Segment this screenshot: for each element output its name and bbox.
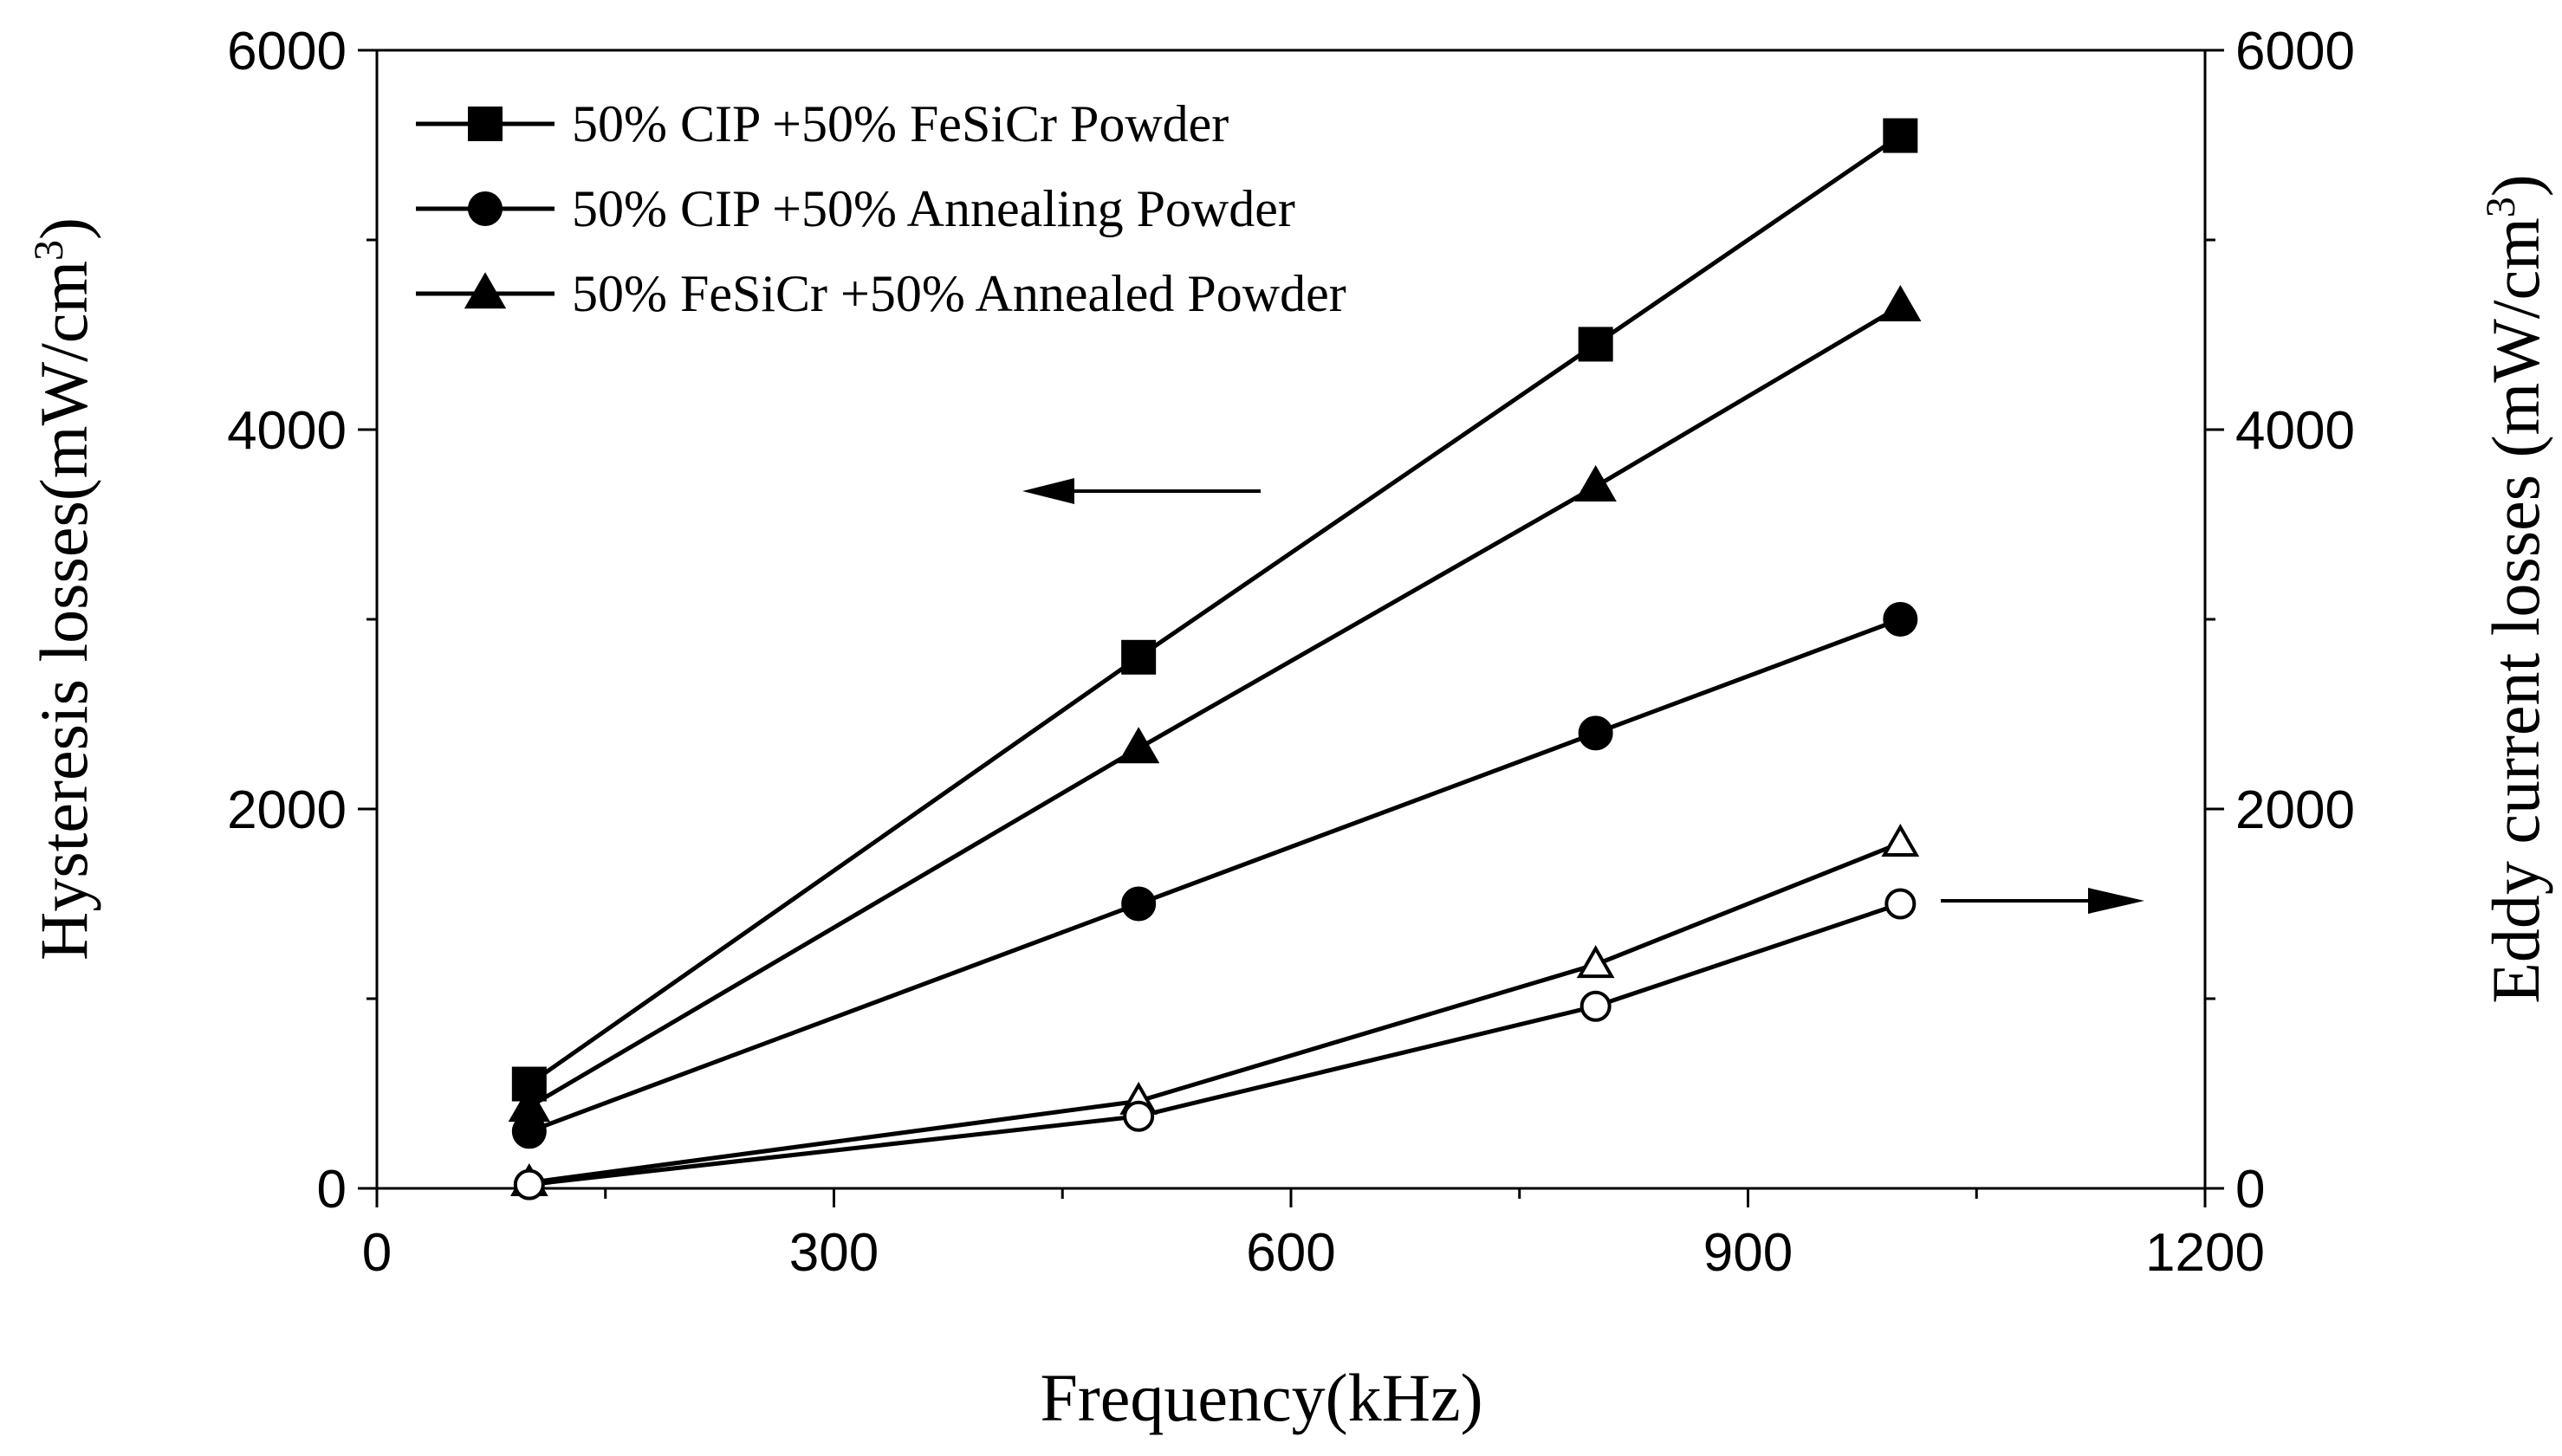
legend-item: 50% CIP +50% FeSiCr Powder: [416, 95, 1229, 152]
data-point: [1578, 327, 1613, 362]
data-point: [1578, 715, 1613, 751]
legend-marker: [468, 191, 503, 226]
x-tick-label: 600: [1246, 1223, 1335, 1283]
data-point: [1121, 639, 1157, 675]
series-3: [508, 284, 1922, 1123]
y-right-tick-label: 2000: [2235, 780, 2355, 840]
series-4: [509, 824, 1920, 1197]
data-point: [1883, 602, 1918, 637]
data-point: [1574, 464, 1617, 502]
data-point: [508, 1085, 550, 1123]
x-tick-label: 1200: [2145, 1223, 2265, 1283]
data-point: [1881, 824, 1920, 857]
y-right-tick-label: 6000: [2235, 22, 2355, 81]
y-axis-title-right-close: ): [2478, 174, 2553, 197]
y-left-tick-label: 0: [317, 1160, 347, 1220]
y-left-tick-label: 4000: [227, 401, 347, 461]
x-tick-label: 900: [1703, 1223, 1793, 1283]
y-axis-title-left-main: Hysteresis losses(mW/cm: [26, 261, 101, 961]
series-5: [513, 888, 1917, 1200]
y-axis-title-left: Hysteresis losses(mW/cm3): [26, 217, 101, 961]
series-2: [511, 602, 1918, 1149]
legend-item: 50% CIP +50% Annealing Powder: [416, 180, 1295, 237]
arrow-left: [1022, 478, 1261, 504]
x-tick-label: 300: [789, 1223, 879, 1283]
series-line: [528, 617, 1902, 1134]
legend: 50% CIP +50% FeSiCr Powder 50% CIP +50% A…: [416, 95, 1346, 322]
legend-marker: [468, 107, 503, 141]
data-point: [1579, 990, 1612, 1022]
y-axis-title-right-main: Eddy current losses (mW/cm: [2478, 217, 2553, 1004]
y-left-tick-label: 2000: [227, 780, 347, 840]
legend-item: 50% FeSiCr +50% Annealed Powder: [416, 265, 1346, 322]
series-line: [529, 902, 1902, 1187]
data-point: [513, 1168, 545, 1200]
x-axis-title: Frequency(kHz): [1040, 1360, 1482, 1435]
arrow-left-head: [1022, 478, 1074, 504]
legend-marker: [464, 272, 507, 309]
axis-arrows: [1022, 478, 2144, 914]
y-right-tick-label: 4000: [2235, 401, 2355, 461]
arrow-right: [1941, 888, 2144, 914]
y-left-tick-label: 6000: [227, 22, 347, 81]
data-point: [1884, 888, 1917, 920]
series-1: [511, 118, 1918, 1102]
y-axis-title-right-sup: 3: [2478, 197, 2524, 217]
legend-label: 50% CIP +50% FeSiCr Powder: [572, 95, 1229, 152]
series-line: [528, 304, 1902, 1109]
y-right-tick-label: 0: [2235, 1160, 2265, 1220]
y-axis-title-left-sup: 3: [26, 240, 72, 261]
data-point: [1118, 727, 1160, 764]
arrow-right-head: [2088, 888, 2144, 914]
series-line: [529, 841, 1902, 1185]
series-line: [528, 133, 1902, 1086]
data-point: [1879, 284, 1922, 321]
legend-label: 50% FeSiCr +50% Annealed Powder: [572, 265, 1346, 322]
data-point: [1576, 945, 1615, 979]
data-point: [1121, 886, 1157, 922]
y-axis-title-right: Eddy current losses (mW/cm3): [2478, 174, 2553, 1004]
data-point: [1123, 1100, 1155, 1132]
x-tick-label: 0: [362, 1223, 392, 1283]
data-point: [1883, 118, 1918, 153]
data-series: [508, 118, 1922, 1200]
legend-label: 50% CIP +50% Annealing Powder: [572, 180, 1295, 237]
y-axis-title-left-close: ): [26, 217, 101, 240]
